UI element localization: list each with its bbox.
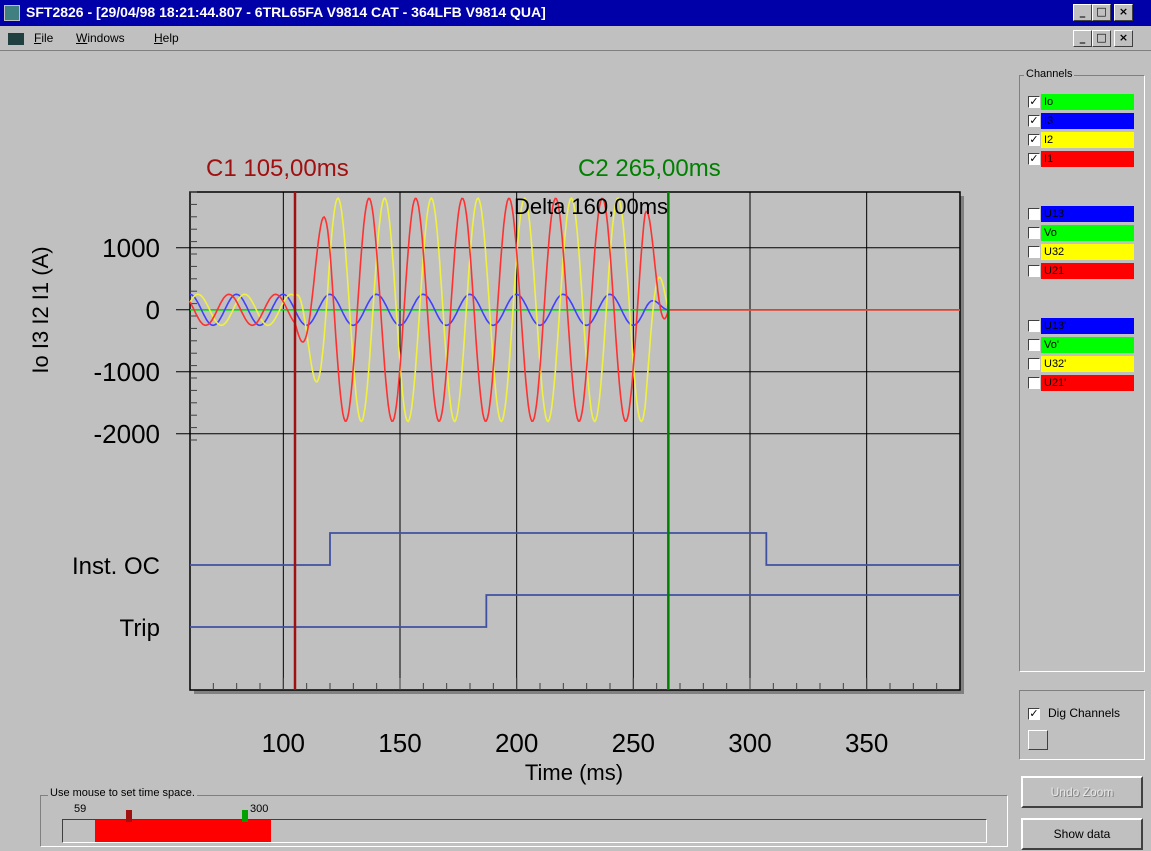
dig-channels-checkbox[interactable]: ✓	[1028, 707, 1040, 720]
channel-label-1-0[interactable]: U13	[1041, 206, 1134, 222]
channel-label-0-3[interactable]: I1	[1041, 151, 1134, 167]
x-tick-label: 300	[728, 728, 771, 758]
channel-label-2-1[interactable]: Vo'	[1041, 337, 1134, 353]
show-data-button[interactable]: Show data	[1021, 818, 1143, 850]
channel-label-1-1[interactable]: Vo	[1041, 225, 1134, 241]
channel-label-2-2[interactable]: U32'	[1041, 356, 1134, 372]
digital-trace	[190, 532, 960, 566]
channel-checkbox-2-1[interactable]	[1028, 339, 1040, 351]
axis-labels: Io I3 I2 I1 (A) Time (ms) Delta 160,00ms…	[28, 194, 888, 785]
document-icon[interactable]	[8, 33, 24, 45]
dig-channels-group	[1019, 690, 1145, 760]
plot-frame	[189, 191, 961, 691]
child-close-button[interactable]: ×	[1114, 30, 1133, 47]
maximize-button[interactable]: □	[1092, 4, 1111, 21]
window-title: SFT2826 - [29/04/98 18:21:44.807 - 6TRL6…	[26, 4, 546, 20]
channel-checkbox-1-1[interactable]	[1028, 227, 1040, 239]
time-marker-1[interactable]	[242, 810, 249, 822]
time-space-selection[interactable]	[95, 820, 271, 842]
channel-label-0-1[interactable]: I3	[1041, 113, 1134, 129]
menu-help[interactable]: Help	[154, 31, 179, 45]
menu-file[interactable]: File	[34, 31, 54, 45]
channel-checkbox-1-0[interactable]	[1028, 208, 1040, 220]
digital-trace	[190, 594, 960, 628]
menu-windows[interactable]: Windows	[76, 31, 125, 45]
minimize-button[interactable]: _	[1073, 4, 1092, 21]
x-tick-label: 150	[378, 728, 421, 758]
digital-label: Trip	[120, 615, 160, 642]
cursor-label: C2 265,00ms	[578, 155, 721, 182]
channel-label-2-0[interactable]: U13'	[1041, 318, 1134, 334]
channels-title: Channels	[1024, 68, 1075, 80]
plot-area	[189, 191, 961, 691]
channel-checkbox-0-0[interactable]: ✓	[1028, 95, 1040, 108]
y-axis-label: Io I3 I2 I1 (A)	[28, 246, 53, 373]
series-group	[189, 197, 960, 423]
x-tick-label: 350	[845, 728, 888, 758]
channel-checkbox-0-1[interactable]: ✓	[1028, 114, 1040, 127]
x-axis-label: Time (ms)	[525, 760, 623, 785]
undo-zoom-button[interactable]: Undo Zoom	[1021, 776, 1143, 808]
channel-checkbox-1-3[interactable]	[1028, 265, 1040, 277]
digital-label: Inst. OC	[72, 553, 160, 580]
close-button[interactable]: ×	[1114, 4, 1133, 21]
time-space-group	[40, 795, 1008, 847]
channel-checkbox-1-2[interactable]	[1028, 246, 1040, 258]
delta-label: Delta 160,00ms	[514, 194, 668, 219]
channel-label-2-3[interactable]: U21'	[1041, 375, 1134, 391]
title-bar: SFT2826 - [29/04/98 18:21:44.807 - 6TRL6…	[0, 0, 1151, 26]
series-i1	[189, 197, 960, 422]
channel-label-0-2[interactable]: I2	[1041, 132, 1134, 148]
channels-group	[1019, 75, 1145, 672]
channel-label-1-2[interactable]: U32	[1041, 244, 1134, 260]
x-tick-label: 200	[495, 728, 538, 758]
channel-checkbox-0-3[interactable]: ✓	[1028, 152, 1040, 165]
channel-checkbox-2-2[interactable]	[1028, 358, 1040, 370]
time-space-title: Use mouse to set time space.	[48, 787, 197, 799]
channel-label-1-3[interactable]: U21	[1041, 263, 1134, 279]
channel-checkbox-2-3[interactable]	[1028, 377, 1040, 389]
y-tick-label: -1000	[94, 357, 161, 387]
y-tick-label: 1000	[102, 233, 160, 263]
time-space-max: 300	[250, 803, 269, 815]
waveform-chart[interactable]: C1 105,00ms C2 265,00ms Io I3 I2 I1 (A) T…	[0, 52, 1015, 787]
cursor-label: C1 105,00ms	[206, 155, 349, 182]
app-icon[interactable]	[4, 5, 20, 21]
child-maximize-button[interactable]: □	[1092, 30, 1111, 47]
y-tick-label: -2000	[94, 419, 161, 449]
x-tick-label: 250	[612, 728, 655, 758]
time-marker-0[interactable]	[125, 810, 132, 822]
tick-marks	[190, 191, 938, 690]
dig-channels-label: Dig Channels	[1048, 706, 1121, 720]
channel-checkbox-0-2[interactable]: ✓	[1028, 133, 1040, 146]
digital-channels	[190, 532, 960, 628]
child-minimize-button[interactable]: _	[1073, 30, 1092, 47]
y-tick-label: 0	[146, 295, 160, 325]
channel-label-0-0[interactable]: Io	[1041, 94, 1134, 110]
menu-bar: File Windows Help _ □ ×	[0, 26, 1151, 51]
x-tick-label: 100	[262, 728, 305, 758]
cursors[interactable]: C1 105,00ms C2 265,00ms	[206, 155, 721, 690]
time-space-min: 59	[74, 803, 87, 815]
channel-checkbox-2-0[interactable]	[1028, 320, 1040, 332]
dig-channels-button[interactable]	[1028, 730, 1048, 750]
